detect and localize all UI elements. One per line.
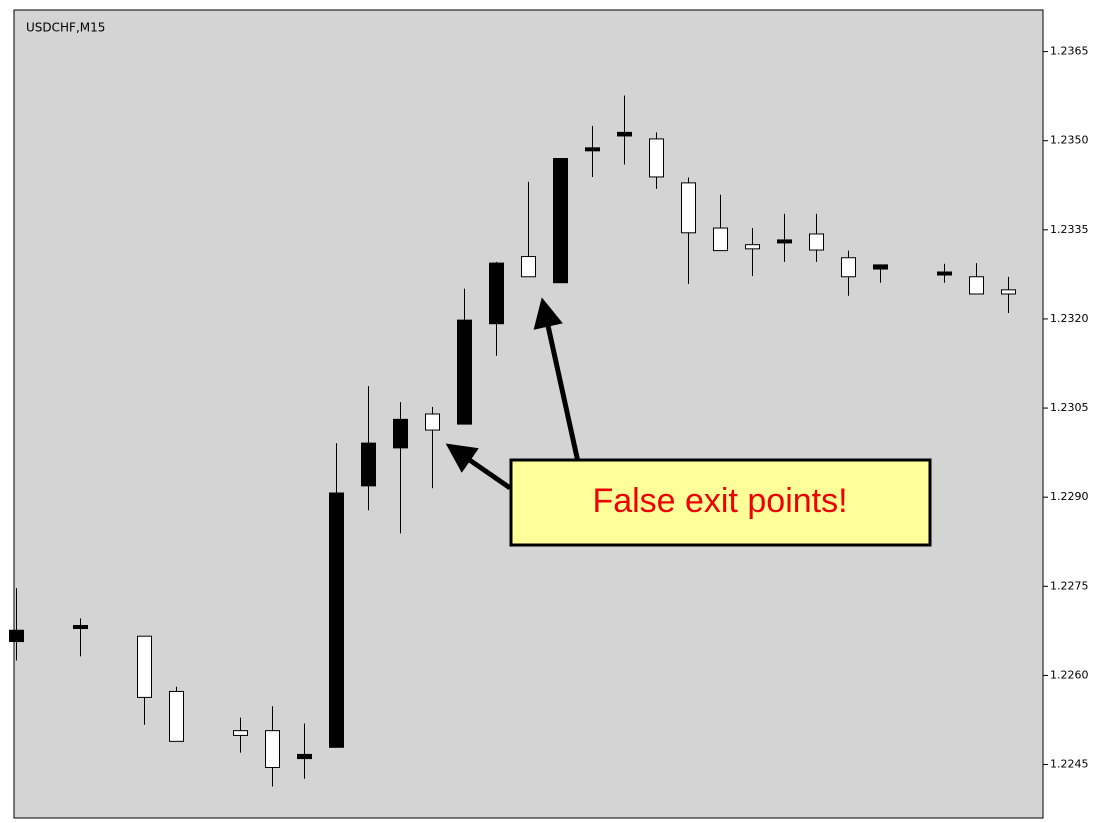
- y-tick-label: 1.2245: [1050, 758, 1089, 771]
- candle-body: [713, 227, 728, 252]
- chart-title: USDCHF,M15: [26, 21, 105, 35]
- callout-box: [509, 458, 932, 547]
- candle-body: [297, 753, 312, 760]
- callout-text: False exit points!: [592, 482, 847, 520]
- candle-body: [233, 730, 248, 736]
- arrow: [533, 297, 581, 463]
- candle-body: [617, 131, 632, 137]
- y-tick-label: 1.2335: [1050, 223, 1089, 236]
- plot-area: [13, 9, 1044, 819]
- candle-body: [457, 319, 472, 425]
- candle-body: [841, 257, 856, 278]
- candle-body: [393, 418, 408, 449]
- candle-body: [9, 629, 24, 643]
- candle-body: [329, 492, 344, 748]
- candle-body: [937, 271, 952, 276]
- candle-body: [137, 635, 152, 698]
- candle-body: [489, 262, 504, 325]
- y-tick-label: 1.2365: [1050, 45, 1089, 58]
- candle-body: [969, 276, 984, 295]
- candle-body: [553, 158, 568, 284]
- candle-body: [681, 182, 696, 234]
- candle-body: [777, 239, 792, 244]
- candle-body: [649, 138, 664, 178]
- candle-body: [1001, 289, 1016, 295]
- candle-body: [585, 147, 600, 152]
- y-tick-label: 1.2275: [1050, 579, 1089, 592]
- y-tick-label: 1.2260: [1050, 668, 1089, 681]
- candle-body: [73, 625, 88, 630]
- y-tick-label: 1.2290: [1050, 490, 1089, 503]
- arrow: [445, 443, 512, 491]
- candle-body: [425, 413, 440, 431]
- candle-body: [873, 264, 888, 270]
- candle-body: [361, 442, 376, 487]
- y-tick-label: 1.2320: [1050, 312, 1089, 325]
- candle-body: [745, 244, 760, 250]
- candle-body: [265, 730, 280, 769]
- candle-body: [169, 690, 184, 742]
- y-tick-label: 1.2305: [1050, 401, 1089, 414]
- candle-body: [521, 256, 536, 278]
- candle-body: [809, 233, 824, 251]
- y-tick-label: 1.2350: [1050, 134, 1089, 147]
